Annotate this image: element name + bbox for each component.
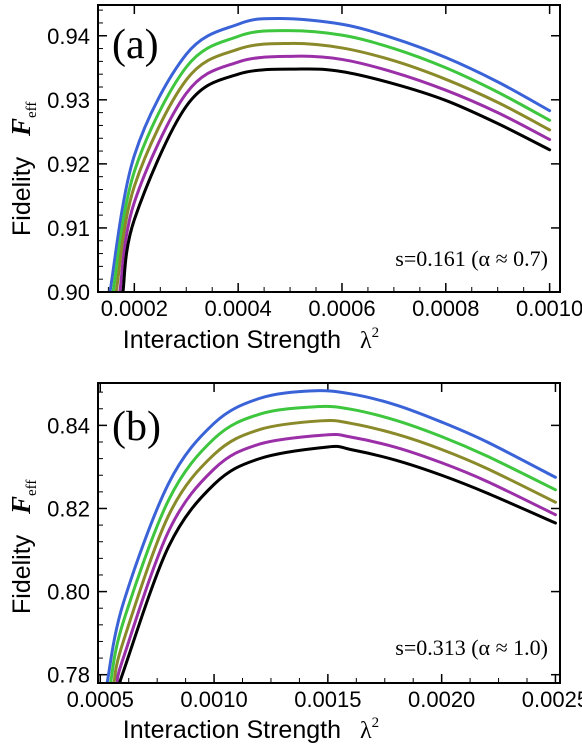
y-tick-label-b: 0.80 [47,580,90,605]
y-axis-label-b: Fidelity [8,534,36,614]
y-tick-label-a: 0.90 [47,280,90,305]
x-tick-label-b: 0.0005 [67,687,134,712]
panel-b: 0.78 0.80 0.82 0.84 0.0005 0.0010 0.0015 0.0020… [6,382,582,744]
y-axis-symbol-b: Feff [6,480,40,515]
plot-area-b: 0.78 0.80 0.82 0.84 0.0005 0.0010 0.0015 0.0020… [47,383,582,712]
frame-a [97,4,561,293]
x-tick-label-a: 0.0002 [101,296,168,321]
plot-area-a: 0.90 0.91 0.92 0.93 0.94 0.0002 0.0004 0.0006 0.… [47,5,582,321]
y-tick-label-a: 0.91 [47,216,90,241]
panel-label-b: (b) [112,404,161,450]
annotation-a: s=0.161 (α ≈ 0.7) [395,246,548,271]
frame-b [97,382,561,684]
y-tick-label-a: 0.94 [47,24,90,49]
x-tick-label-a: 0.0004 [205,296,272,321]
x-tick-label-b: 0.0010 [180,687,247,712]
series-group-a [108,16,552,292]
y-tick-label-a: 0.92 [47,152,90,177]
panel-label-a: (a) [112,22,159,68]
series-line-a-1 [108,16,552,292]
series-line-b-1 [105,389,557,683]
x-tick-label-b: 0.0020 [408,687,475,712]
y-axis-symbol-a: Feff [6,102,40,137]
y-tick-label-a: 0.93 [47,88,90,113]
annotation-b: s=0.313 (α ≈ 1.0) [395,635,548,660]
x-axis-label-b: Interaction Strength [123,716,341,744]
series-line-b-3 [112,418,557,683]
series-group-b [105,389,557,683]
y-tick-label-b: 0.82 [47,496,90,521]
series-line-a-4 [118,54,552,292]
x-tick-label-a: 0.0008 [412,296,479,321]
series-line-a-5 [121,67,552,292]
x-tick-label-b: 0.0025 [522,687,582,712]
y-tick-label-b: 0.84 [47,413,90,438]
x-tick-label-a: 0.0006 [308,296,375,321]
series-line-b-2 [109,404,557,683]
series-line-b-4 [115,432,557,683]
x-axis-symbol-b: λ2 [360,715,379,744]
y-axis-label-a: Fidelity [8,156,36,236]
x-tick-label-b: 0.0015 [294,687,361,712]
series-line-a-2 [111,29,552,292]
x-tick-label-a: 0.0010 [516,296,582,321]
series-line-b-5 [117,444,557,683]
panel-a: 0.90 0.91 0.92 0.93 0.94 0.0002 0.0004 0.0006 0.… [6,4,582,354]
y-tick-label-b: 0.78 [47,663,90,688]
x-axis-symbol-a: λ2 [360,325,379,354]
series-line-a-3 [114,41,552,292]
x-axis-label-a: Interaction Strength [123,326,341,354]
